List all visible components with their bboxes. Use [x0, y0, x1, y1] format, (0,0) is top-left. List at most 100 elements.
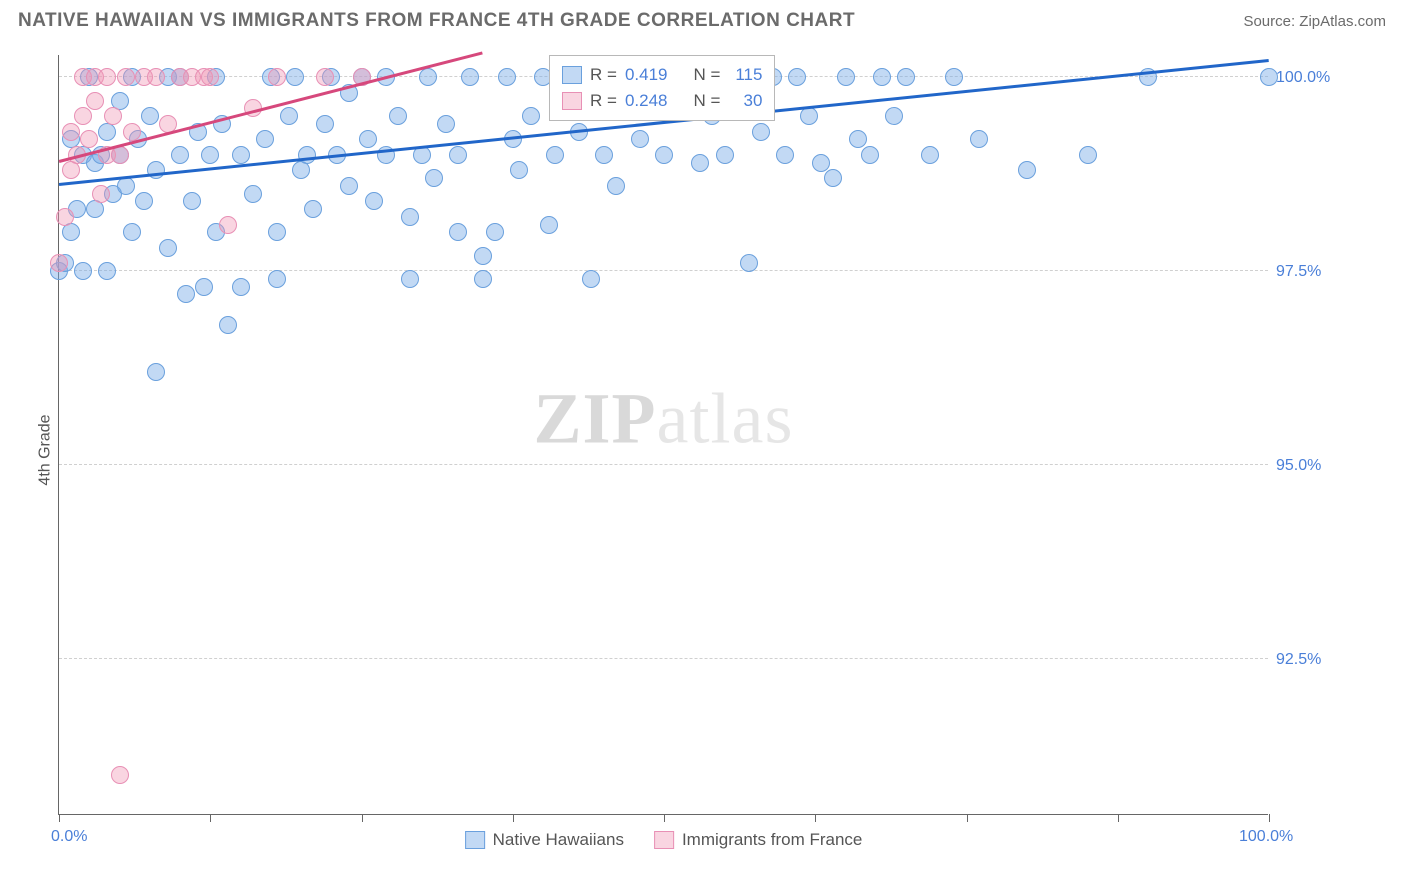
y-tick-label: 95.0%	[1276, 457, 1386, 475]
data-point	[522, 107, 540, 125]
data-point	[607, 177, 625, 195]
data-point	[147, 68, 165, 86]
data-point	[195, 278, 213, 296]
data-point	[123, 123, 141, 141]
data-point	[56, 208, 74, 226]
data-point	[201, 146, 219, 164]
data-point	[1079, 146, 1097, 164]
watermark-atlas: atlas	[657, 379, 794, 459]
data-point	[365, 192, 383, 210]
data-point	[885, 107, 903, 125]
legend-swatch	[562, 92, 582, 110]
data-point	[849, 130, 867, 148]
data-point	[159, 239, 177, 257]
data-point	[776, 146, 794, 164]
legend-label: Native Hawaiians	[493, 830, 624, 850]
n-label: N =	[693, 91, 720, 111]
data-point	[1018, 161, 1036, 179]
data-point	[449, 146, 467, 164]
data-point	[474, 270, 492, 288]
data-point	[824, 169, 842, 187]
x-tick-label: 0.0%	[51, 828, 87, 846]
data-point	[1260, 68, 1278, 86]
data-point	[177, 285, 195, 303]
data-point	[401, 208, 419, 226]
correlation-legend: R =0.419N =115 R = 0.248 N = 30	[549, 55, 775, 121]
y-tick-label: 100.0%	[1276, 69, 1386, 87]
legend-row: R =0.419N =115	[562, 62, 762, 88]
x-tick-label: 100.0%	[1239, 828, 1293, 846]
data-point	[62, 161, 80, 179]
data-point	[117, 177, 135, 195]
data-point	[171, 146, 189, 164]
data-point	[219, 316, 237, 334]
data-point	[510, 161, 528, 179]
legend-row: R = 0.248 N = 30	[562, 88, 762, 114]
n-value: 30	[728, 91, 762, 111]
data-point	[135, 192, 153, 210]
watermark: ZIPatlas	[534, 378, 794, 461]
data-point	[449, 223, 467, 241]
data-point	[970, 130, 988, 148]
chart-title: NATIVE HAWAIIAN VS IMMIGRANTS FROM FRANC…	[18, 10, 855, 32]
data-point	[147, 363, 165, 381]
data-point	[117, 68, 135, 86]
data-point	[401, 270, 419, 288]
data-point	[92, 185, 110, 203]
data-point	[219, 216, 237, 234]
y-tick-label: 97.5%	[1276, 263, 1386, 281]
data-point	[50, 254, 68, 272]
x-tick	[513, 814, 514, 822]
x-tick	[815, 814, 816, 822]
data-point	[540, 216, 558, 234]
x-tick	[210, 814, 211, 822]
data-point	[141, 107, 159, 125]
data-point	[582, 270, 600, 288]
r-value: 0.419	[625, 65, 668, 85]
gridline	[59, 658, 1268, 659]
data-point	[425, 169, 443, 187]
data-point	[98, 123, 116, 141]
series-legend: Native Hawaiians Immigrants from France	[465, 830, 863, 850]
data-point	[123, 223, 141, 241]
data-point	[286, 68, 304, 86]
data-point	[498, 68, 516, 86]
legend-label: Immigrants from France	[682, 830, 862, 850]
data-point	[655, 146, 673, 164]
data-point	[788, 68, 806, 86]
data-point	[268, 270, 286, 288]
data-point	[359, 130, 377, 148]
chart-area: 4th Grade ZIPatlas 92.5%95.0%97.5%100.0%…	[0, 40, 1406, 860]
data-point	[873, 68, 891, 86]
legend-swatch	[654, 831, 674, 849]
data-point	[62, 223, 80, 241]
data-point	[595, 146, 613, 164]
data-point	[98, 262, 116, 280]
legend-item: Native Hawaiians	[465, 830, 624, 850]
chart-header: NATIVE HAWAIIAN VS IMMIGRANTS FROM FRANC…	[0, 0, 1406, 40]
data-point	[86, 92, 104, 110]
data-point	[111, 766, 129, 784]
data-point	[340, 177, 358, 195]
data-point	[62, 123, 80, 141]
data-point	[419, 68, 437, 86]
data-point	[268, 223, 286, 241]
r-value: 0.248	[625, 91, 668, 111]
plot-area: ZIPatlas 92.5%95.0%97.5%100.0%0.0%100.0%…	[58, 55, 1268, 815]
data-point	[716, 146, 734, 164]
x-tick	[362, 814, 363, 822]
data-point	[691, 154, 709, 172]
data-point	[740, 254, 758, 272]
data-point	[298, 146, 316, 164]
data-point	[812, 154, 830, 172]
data-point	[546, 146, 564, 164]
data-point	[316, 68, 334, 86]
r-label: R =	[590, 91, 617, 111]
data-point	[183, 192, 201, 210]
data-point	[147, 161, 165, 179]
data-point	[292, 161, 310, 179]
x-tick	[967, 814, 968, 822]
data-point	[244, 185, 262, 203]
data-point	[201, 68, 219, 86]
n-value: 115	[728, 65, 762, 85]
